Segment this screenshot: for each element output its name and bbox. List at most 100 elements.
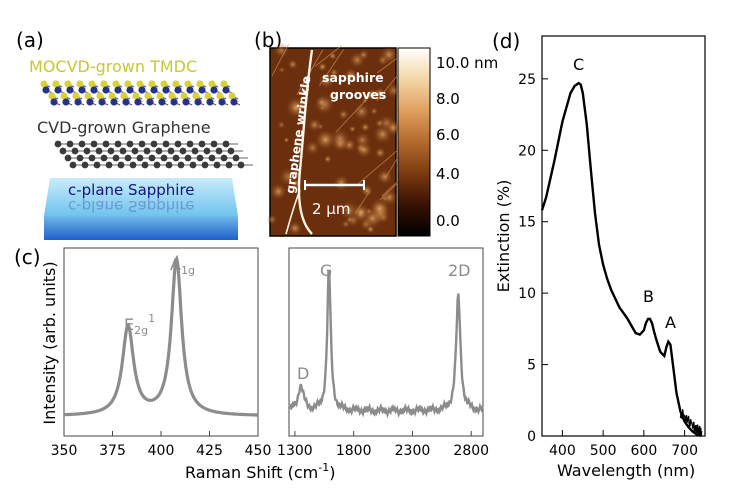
x-tick-label: 450	[245, 443, 272, 459]
tmdc-atom	[86, 98, 94, 106]
tmdc-atom	[174, 86, 182, 94]
graphene-atom	[90, 140, 98, 148]
tmdc-atom	[62, 98, 70, 106]
panel-a-schematic: MOCVD-grown TMDC CVD-grown Graphene c-pl…	[29, 57, 253, 240]
graphene-atom	[167, 147, 175, 155]
extinction-noise	[679, 409, 703, 437]
afm-feature	[353, 131, 371, 149]
x-tick-label: 350	[51, 443, 78, 459]
tmdc-atom	[204, 92, 212, 100]
graphene-atom	[119, 147, 127, 155]
afm-feature	[283, 137, 290, 144]
afm-groove	[356, 146, 402, 186]
afm-groove	[319, 49, 344, 86]
x-tick-label: 500	[590, 443, 617, 459]
x-tick-label: 425	[196, 443, 223, 459]
afm-feature	[358, 49, 369, 61]
tmdc-atom	[192, 92, 200, 100]
x-tick-label: 1800	[336, 443, 372, 459]
graphene-label: CVD-grown Graphene	[37, 118, 211, 137]
tmdc-atom	[170, 98, 178, 106]
extinction-noise-trace	[679, 409, 703, 437]
tmdc-atom	[218, 98, 226, 106]
tmdc-atom	[136, 80, 144, 88]
annotation-sapphire: sapphire	[322, 70, 384, 85]
annotation-c: C	[573, 55, 584, 74]
afm-feature	[307, 117, 322, 132]
raman-right-line	[287, 269, 484, 419]
graphene-atom	[172, 154, 180, 162]
graphene-atom	[177, 161, 185, 169]
graphene-atom	[93, 161, 101, 169]
panel-label-c: (c)	[14, 245, 41, 269]
afm-feature	[341, 219, 351, 229]
panel-label-d: (d)	[492, 29, 520, 53]
peak-label-g: G	[320, 261, 332, 280]
raman-xlabel-sup: -1	[318, 461, 329, 474]
tmdc-atom	[196, 80, 204, 88]
tmdc-atom	[146, 98, 154, 106]
graphene-atom	[100, 154, 108, 162]
tmdc-atom	[194, 98, 202, 106]
afm-feature	[287, 220, 303, 236]
graphene-atom	[148, 154, 156, 162]
graphene-atom	[138, 140, 146, 148]
annotation-a: A	[665, 313, 676, 332]
peak-label-a1g-sub: 1g	[181, 264, 195, 277]
tmdc-atom	[40, 80, 48, 88]
graphene-atom	[54, 140, 62, 148]
graphene-atom	[186, 140, 194, 148]
graphene-atom	[225, 161, 233, 169]
tmdc-atom	[120, 92, 128, 100]
afm-feature	[319, 104, 326, 111]
x-tick-label: 400	[148, 443, 175, 459]
tmdc-atom	[42, 86, 50, 94]
scalebar-label: 2 μm	[312, 200, 350, 218]
tmdc-atom	[122, 98, 130, 106]
graphene-atom	[136, 154, 144, 162]
tmdc-atom	[78, 86, 86, 94]
x-tick-label: 2300	[395, 443, 431, 459]
afm-feature	[374, 118, 385, 129]
afm-feature	[369, 106, 379, 116]
afm-feature	[379, 45, 399, 64]
graphene-atom	[222, 140, 230, 148]
afm-feature	[351, 202, 371, 223]
tmdc-atom	[186, 86, 194, 94]
afm-feature	[373, 87, 386, 100]
graphene-atom	[203, 147, 211, 155]
panel-d-extinction: 0 5 10 15 20 25 400 500 600 700 Extinction (%) Wa…	[494, 35, 706, 480]
afm-feature	[343, 67, 358, 82]
tmdc-atom	[134, 98, 142, 106]
peak-label-2d: 2D	[448, 261, 471, 280]
annotation-b: B	[643, 287, 654, 306]
extinction-xlabel: Wavelength (nm)	[557, 461, 695, 480]
x-tick-label: 2800	[453, 443, 489, 459]
colorbar-tick-8: 8.0	[436, 90, 460, 108]
tmdc-atom	[184, 80, 192, 88]
tmdc-atom	[54, 86, 62, 94]
afm-feature	[269, 182, 287, 201]
graphene-atom	[189, 161, 197, 169]
afm-feature	[273, 42, 290, 59]
afm-groove	[354, 190, 371, 214]
x-tick-label: 700	[671, 443, 698, 459]
raman-left-ticks: 350 375 400 425 450	[51, 431, 272, 459]
graphene-atom	[198, 140, 206, 148]
raman-left-frame	[63, 247, 259, 437]
colorbar-tick-0: 0.0	[436, 212, 460, 230]
afm-feature	[366, 225, 375, 234]
colorbar	[397, 47, 431, 237]
graphene-atom	[117, 161, 125, 169]
graphene-atom	[78, 140, 86, 148]
raman-xlabel: Raman Shift (cm-1)	[185, 461, 335, 482]
tmdc-atom	[84, 92, 92, 100]
graphene-atom	[88, 154, 96, 162]
colorbar-tick-4: 4.0	[436, 165, 460, 183]
graphene-atom	[59, 147, 67, 155]
tmdc-atom	[156, 92, 164, 100]
tmdc-atom	[114, 86, 122, 94]
afm-feature	[266, 214, 278, 225]
raman-ylabel: Intensity (arb. units)	[40, 261, 59, 424]
extinction-frame	[541, 35, 706, 437]
